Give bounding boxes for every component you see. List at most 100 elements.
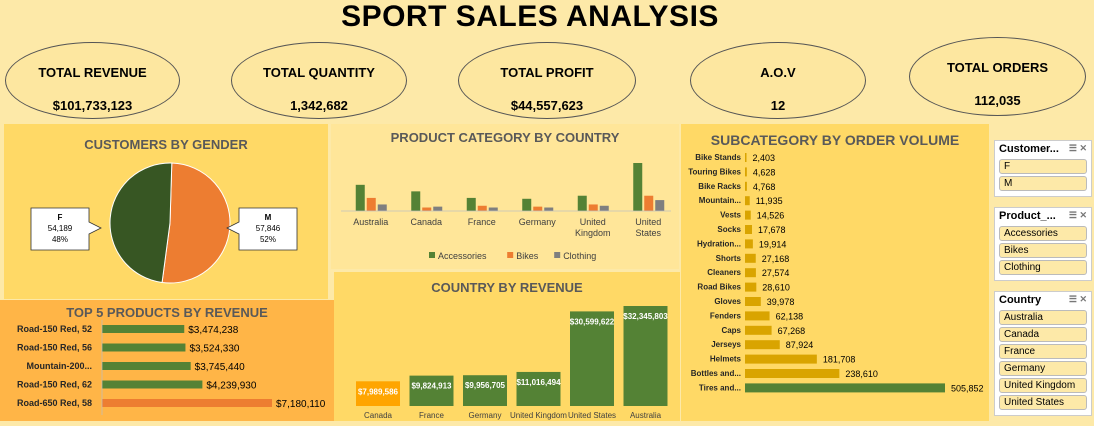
clear-filter-icon[interactable]: ☰ ✕: [1068, 143, 1087, 153]
subcategory-bar: [745, 311, 770, 321]
product-bar: [102, 380, 203, 389]
slicer-item[interactable]: Germany: [999, 361, 1087, 376]
product-bar: [102, 325, 185, 333]
x-tick-label: France: [468, 217, 496, 227]
country-tick-label: Australia: [630, 411, 662, 420]
country-value-label: $9,824,913: [411, 382, 452, 391]
kpi-label: TOTAL PROFIT: [500, 65, 594, 80]
subcategory-bar: [745, 325, 772, 335]
callout-value: 57,846: [256, 224, 281, 233]
legend-label: Clothing: [563, 251, 596, 261]
kpi-card-total-quantity: TOTAL QUANTITY 1,342,682: [231, 42, 407, 119]
callout-F: [30, 207, 102, 251]
subcategory-value-label: 4,628: [753, 167, 776, 177]
callout-percent: 52%: [260, 235, 276, 244]
subcategory-bar: [745, 354, 817, 364]
slicer-item[interactable]: M: [999, 176, 1087, 191]
callout-label: M: [265, 213, 272, 222]
kpi-label: TOTAL ORDERS: [946, 60, 1049, 75]
country-revenue-chart: $7,989,586 Canada $9,824,913 France $9,956,7…: [356, 306, 668, 420]
subcategory-value-label: 19,914: [759, 239, 787, 249]
callout-label: F: [58, 213, 63, 222]
product-value-label: $7,180,110: [276, 399, 326, 410]
slicer-item[interactable]: F: [999, 159, 1087, 174]
callout-percent: 48%: [52, 235, 68, 244]
product-label: Road-150 Red, 52: [17, 324, 92, 334]
bar-clothing: [433, 206, 443, 211]
kpi-value: 12: [770, 98, 786, 113]
top-products-panel: TOP 5 PRODUCTS BY REVENUE Road-150 Red, …: [0, 300, 334, 421]
top-products-title: TOP 5 PRODUCTS BY REVENUE: [66, 305, 268, 320]
slicer-item[interactable]: Canada: [999, 327, 1087, 342]
slicer-0: Customer... ☰ ✕ F M: [994, 140, 1092, 197]
x-tick-label: Germany: [519, 217, 557, 227]
category-country-title: PRODUCT CATEGORY BY COUNTRY: [390, 130, 620, 145]
slicer-padding: [995, 412, 1091, 415]
bar-clothing: [599, 205, 609, 211]
subcategory-label: Shorts: [716, 254, 742, 263]
subcategory-bar: [745, 282, 757, 292]
country-revenue-title: COUNTRY BY REVENUE: [431, 280, 583, 295]
subcategory-value-label: 39,978: [767, 297, 795, 307]
slicer-title-text: Customer...: [999, 143, 1059, 155]
legend-swatch: [507, 252, 514, 258]
subcategory-bar: [745, 153, 747, 162]
country-value-label: $7,989,586: [358, 387, 399, 396]
x-tick-label: United: [635, 217, 661, 227]
slicer-padding: [995, 193, 1091, 196]
slicer-item[interactable]: Accessories: [999, 226, 1087, 241]
clear-filter-icon[interactable]: ☰ ✕: [1068, 210, 1087, 220]
subcategory-bar: [745, 340, 780, 350]
subcategory-label: Bike Stands: [695, 153, 741, 162]
x-tick-label: Canada: [410, 217, 442, 227]
country-revenue-panel: COUNTRY BY REVENUE $7,989,586 Canada $9,82…: [334, 272, 680, 421]
kpi-value: 1,342,682: [290, 98, 348, 113]
subcategory-value-label: 87,924: [786, 340, 814, 350]
kpi-label: TOTAL QUANTITY: [263, 65, 375, 80]
subcategory-bar: [745, 167, 747, 177]
slicer-item[interactable]: United Kingdom: [999, 378, 1087, 393]
slicer-item[interactable]: United States: [999, 395, 1087, 410]
country-value-label: $32,345,803: [623, 312, 668, 321]
subcategory-bar: [745, 383, 945, 393]
subcategory-label: Gloves: [714, 297, 741, 306]
country-tick-label: Germany: [469, 411, 502, 420]
subcategory-label: Hydration...: [697, 239, 741, 248]
country-bar: [463, 375, 507, 406]
product-label: Mountain-200...: [26, 361, 92, 371]
clear-filter-icon[interactable]: ☰ ✕: [1068, 294, 1087, 304]
country-bar: [356, 381, 400, 406]
kpi-label: TOTAL REVENUE: [38, 65, 147, 80]
gender-panel: CUSTOMERS BY GENDER F 54,189 48% M 57,846 52%: [4, 124, 328, 299]
bar-accessories: [577, 195, 587, 211]
product-value-label: $3,745,440: [195, 362, 245, 373]
kpi-value: $44,557,623: [510, 98, 584, 113]
subcategory-value-label: 11,935: [756, 196, 783, 206]
country-tick-label: France: [419, 411, 444, 420]
slicer-1: Product_... ☰ ✕ Accessories Bikes Clothing: [994, 207, 1092, 281]
slicer-item[interactable]: Clothing: [999, 260, 1087, 275]
page-title: SPORT SALES ANALYSIS: [341, 0, 719, 33]
slicer-title: Product_... ☰ ✕: [995, 208, 1091, 224]
bar-bikes: [422, 207, 432, 211]
slicer-item[interactable]: France: [999, 344, 1087, 359]
subcategory-bar: [745, 210, 751, 220]
subcategory-value-label: 238,610: [845, 369, 878, 379]
kpi-card-total-orders: TOTAL ORDERS 112,035: [909, 37, 1086, 116]
bar-bikes: [588, 204, 598, 211]
subcategory-value-label: 67,268: [778, 326, 806, 336]
subcategory-label: Caps: [721, 326, 741, 335]
slicer-item[interactable]: Australia: [999, 310, 1087, 325]
callout-value: 54,189: [48, 224, 73, 233]
slicer-item[interactable]: Bikes: [999, 243, 1087, 258]
bar-clothing: [544, 207, 554, 211]
product-label: Road-650 Red, 58: [17, 398, 92, 408]
bar-bikes: [533, 206, 543, 211]
bar-clothing: [377, 204, 387, 211]
subcategory-value-label: 27,574: [762, 268, 790, 278]
slicer-title: Customer... ☰ ✕: [995, 141, 1091, 157]
subcategory-label: Bike Racks: [698, 182, 741, 191]
country-value-label: $9,956,705: [465, 381, 506, 390]
product-bar: [102, 399, 272, 407]
product-value-label: $4,239,930: [206, 381, 256, 392]
